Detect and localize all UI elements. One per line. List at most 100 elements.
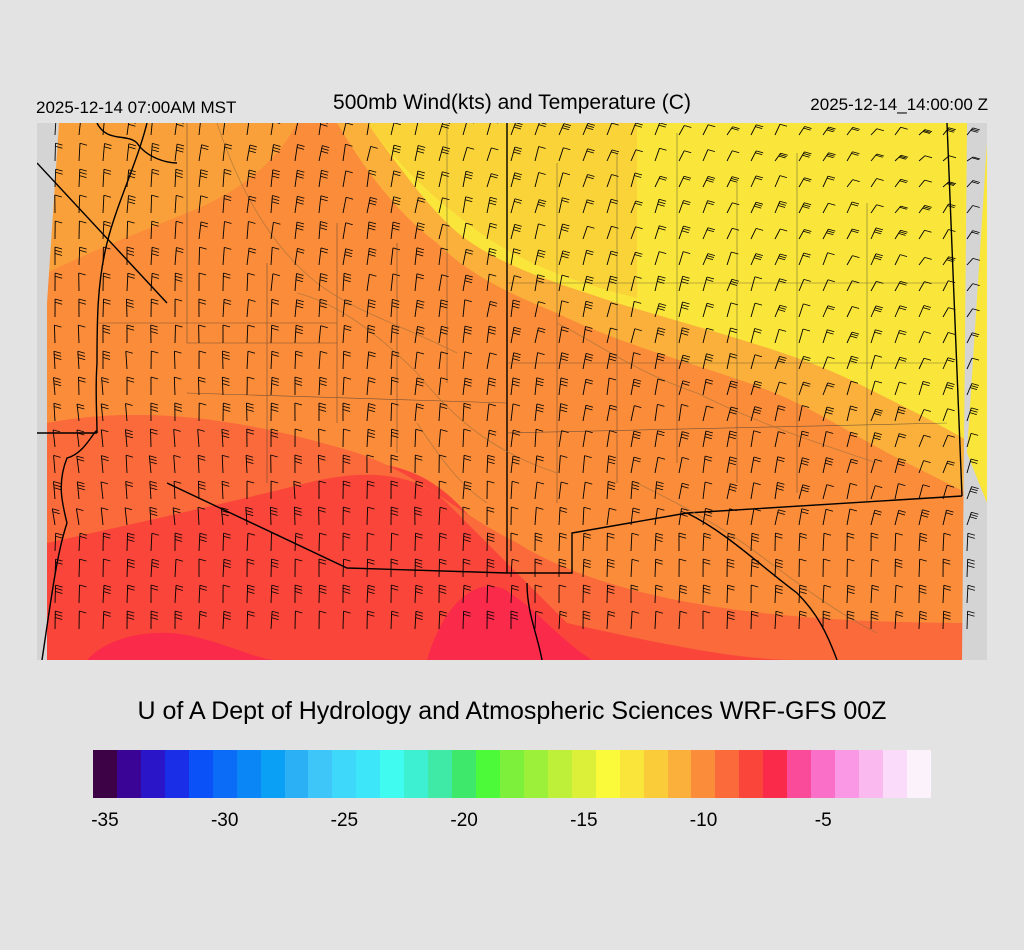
wind-barb-flag: [560, 455, 568, 458]
wind-barb-shaft: [798, 303, 804, 318]
wind-barb-flag: [391, 331, 399, 335]
wind-barb-shaft: [606, 585, 608, 604]
wind-barb-shaft: [750, 611, 752, 630]
map-canvas: [37, 123, 987, 660]
wind-barb-flag: [128, 146, 136, 150]
wind-barb-flag: [731, 127, 739, 131]
wind-barb-flag: [876, 178, 884, 181]
wind-barb-flag: [947, 332, 956, 335]
wind-barb-shaft: [606, 302, 612, 318]
wind-barb-shaft: [125, 403, 128, 422]
wind-barb-flag: [683, 225, 691, 229]
wind-barb-flag: [320, 123, 328, 127]
wind-barb-flag: [223, 558, 232, 562]
wind-barb-shaft: [390, 247, 394, 266]
wind-barb-flag: [487, 613, 495, 617]
wind-barb-flag: [703, 591, 711, 594]
colorbar-cell: [739, 750, 764, 798]
wind-barb-flag: [442, 123, 450, 127]
wind-barb-flag: [972, 230, 980, 233]
wind-barb-flag: [150, 324, 158, 328]
wind-barb-flag: [440, 247, 449, 251]
wind-barb-flag: [224, 247, 232, 250]
wind-barb-shaft: [558, 481, 562, 500]
wind-barb-shaft: [366, 221, 370, 240]
wind-barb-flag: [272, 169, 280, 173]
wind-barb-flag: [248, 221, 256, 224]
wind-barb-flag: [970, 409, 978, 413]
wind-barb-shaft: [606, 455, 610, 474]
wind-barb-flag: [125, 435, 134, 439]
wind-barb-flag: [727, 561, 735, 565]
wind-barb-shaft: [918, 409, 925, 422]
wind-barb-flag: [923, 434, 931, 438]
wind-barb-shaft: [366, 170, 370, 188]
wind-barb-flag: [657, 278, 666, 282]
wind-barb-shaft: [78, 195, 81, 214]
wind-barb-flag: [103, 272, 111, 276]
wind-barb-flag: [924, 229, 932, 233]
wind-barb-flag: [126, 376, 135, 380]
wind-barb-shaft: [918, 155, 926, 162]
wind-barb-flag: [634, 124, 643, 128]
wind-barb-flag: [463, 539, 471, 542]
wind-barb-flag: [486, 617, 495, 620]
wind-barb-flag: [778, 203, 787, 206]
wind-barb-flag: [440, 331, 448, 335]
wind-barb-shaft: [246, 325, 249, 344]
wind-barb-shaft: [798, 328, 804, 344]
wind-barb-shaft: [102, 143, 105, 162]
wind-barb-shaft: [294, 170, 298, 188]
wind-barb-flag: [368, 253, 376, 257]
wind-barb-flag: [560, 403, 568, 406]
wind-barb-flag: [537, 255, 545, 258]
wind-barb-flag: [223, 532, 231, 536]
wind-barb-flag: [79, 142, 88, 146]
wind-barb-flag: [582, 617, 591, 620]
wind-barb-flag: [538, 301, 546, 304]
wind-barb-flag: [200, 224, 208, 228]
wind-barb-shaft: [846, 405, 851, 422]
wind-barb-flag: [846, 535, 855, 539]
wind-barb-flag: [488, 328, 496, 332]
wind-barb-flag: [391, 613, 399, 617]
wind-barb-flag: [416, 383, 424, 387]
wind-barb-flag: [607, 561, 615, 565]
wind-barb-shaft: [606, 611, 609, 630]
wind-barb-flag: [511, 506, 519, 510]
wind-barb-flag: [777, 205, 786, 208]
wind-barb-flag: [79, 175, 87, 178]
wind-barb-shaft: [173, 481, 176, 500]
wind-barb-flag: [537, 277, 545, 281]
wind-barb-flag: [464, 484, 472, 488]
colorbar-tick-label: -15: [570, 810, 598, 831]
wind-barb-flag: [272, 172, 280, 176]
wind-barb-shaft: [510, 352, 515, 370]
wind-barb-flag: [585, 252, 594, 256]
wind-barb-flag: [924, 155, 933, 159]
wind-barb-flag: [513, 329, 521, 333]
wind-barb-flag: [319, 383, 327, 386]
wind-barb-shaft: [294, 196, 298, 214]
wind-barb-flag: [657, 433, 665, 436]
wind-barb-flag: [415, 561, 423, 565]
wind-barb-flag: [442, 146, 451, 150]
wind-barb-flag: [514, 172, 522, 176]
wind-barb-flag: [392, 227, 400, 231]
wind-barb-flag: [513, 151, 521, 155]
wind-barb-shaft: [366, 123, 370, 136]
wind-barb-shaft: [486, 430, 490, 448]
wind-barb-flag: [367, 532, 375, 536]
wind-barb-flag: [54, 194, 62, 198]
wind-barb-shaft: [150, 143, 153, 162]
wind-barb-flag: [513, 177, 521, 181]
wind-barb-flag: [150, 327, 158, 331]
colorbar-tick-label: -25: [330, 810, 359, 831]
wind-barb-flag: [151, 301, 159, 305]
wind-barb-flag: [223, 565, 231, 568]
wind-barb-flag: [510, 532, 519, 536]
wind-barb-flag: [103, 224, 111, 227]
wind-barb-flag: [678, 535, 687, 539]
wind-barb-flag: [823, 613, 831, 617]
wind-barb-flag: [827, 329, 835, 333]
